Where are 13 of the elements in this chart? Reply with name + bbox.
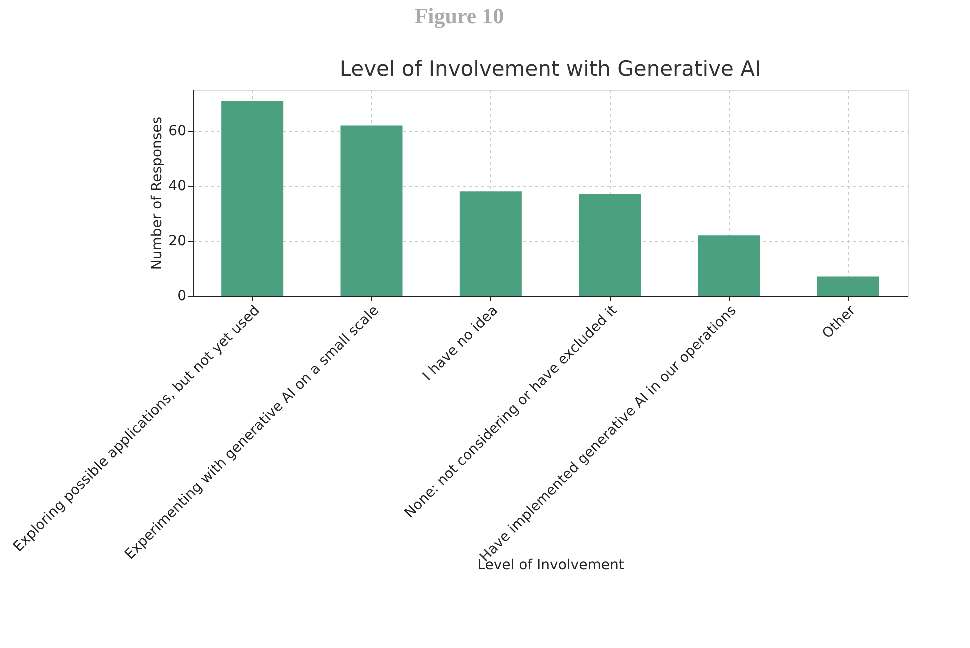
y-tick-label: 20 xyxy=(168,234,186,250)
chart-title: Level of Involvement with Generative AI xyxy=(340,57,762,81)
bar xyxy=(460,192,522,296)
caption: Figure 10 xyxy=(414,4,504,28)
y-tick-label: 60 xyxy=(168,124,186,140)
bar xyxy=(579,194,642,296)
y-axis-title: Number of Responses xyxy=(150,116,166,270)
y-tick-label: 40 xyxy=(168,178,186,195)
bar xyxy=(817,276,880,296)
bar xyxy=(340,126,403,296)
bar xyxy=(222,100,284,296)
bar xyxy=(698,236,760,296)
y-tick-label: 0 xyxy=(178,288,186,304)
